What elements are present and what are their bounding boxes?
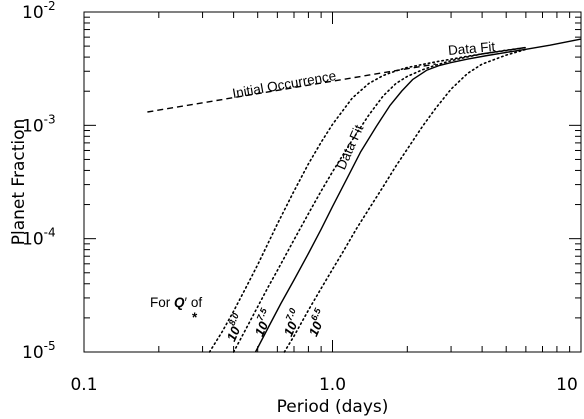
for-q-suffix: of (187, 295, 202, 310)
q-base: 10 (224, 324, 244, 344)
q-exponent: 8.0 (227, 312, 241, 328)
y-tick-label: 10-3 (22, 112, 56, 136)
for-q-prefix: For (150, 295, 174, 310)
q-base: 10 (306, 319, 326, 339)
y-tick-exponent: -3 (44, 112, 56, 126)
series-layer (147, 38, 582, 353)
y-tick-exponent: -4 (44, 226, 56, 240)
q-exponent: 7.5 (255, 306, 270, 322)
y-tick-exponent: -2 (44, 0, 56, 13)
series-line (254, 38, 582, 353)
series-line (147, 63, 436, 113)
series-line (283, 48, 527, 353)
series-line (232, 46, 527, 353)
q-value-label: 106.5 (303, 306, 331, 339)
data-fit-top-label: Data Fit (447, 39, 496, 58)
x-tick-labels: 0.1 1.0 10 (70, 375, 577, 395)
q-base: 10 (252, 319, 272, 339)
y-tick-exponent: -5 (44, 339, 56, 353)
y-tick-base: 10 (22, 230, 44, 250)
y-tick-base: 10 (22, 116, 44, 136)
q-value-label: 107.0 (278, 307, 305, 339)
q-base: 10 (281, 319, 301, 339)
y-tick-base: 10 (22, 343, 44, 363)
x-tick-label: 0.1 (70, 375, 97, 395)
for-q-symbol: Q (174, 295, 185, 310)
y-tick-label: 10-5 (22, 339, 56, 363)
q-exponent: 6.5 (309, 306, 324, 322)
for-q-annotation: For Q′ of * (150, 295, 202, 325)
series-line (208, 46, 527, 353)
x-tick-label: 1.0 (319, 375, 346, 395)
y-tick-label: 10-2 (22, 0, 56, 23)
q-exponent: 7.0 (284, 307, 298, 323)
axis-ticks (83, 12, 581, 353)
for-q-prime: ′ (185, 295, 188, 310)
y-tick-base: 10 (22, 3, 44, 23)
q-value-label: 108.0 (221, 312, 248, 344)
for-q-star: * (192, 310, 198, 325)
q-value-label: 107.5 (249, 306, 277, 339)
for-q-text: For Q′ of (150, 295, 202, 310)
y-tick-labels: 10-210-310-410-5 (22, 0, 56, 363)
y-axis-label: Planet Fraction (9, 119, 29, 246)
x-axis-label: Period (days) (277, 397, 389, 417)
initial-occurrence-label: Initial Occurrence (231, 68, 337, 101)
y-tick-label: 10-4 (22, 226, 56, 250)
data-fit-diagonal-label: Data Fit (333, 122, 366, 172)
x-tick-label: 10 (556, 375, 578, 395)
